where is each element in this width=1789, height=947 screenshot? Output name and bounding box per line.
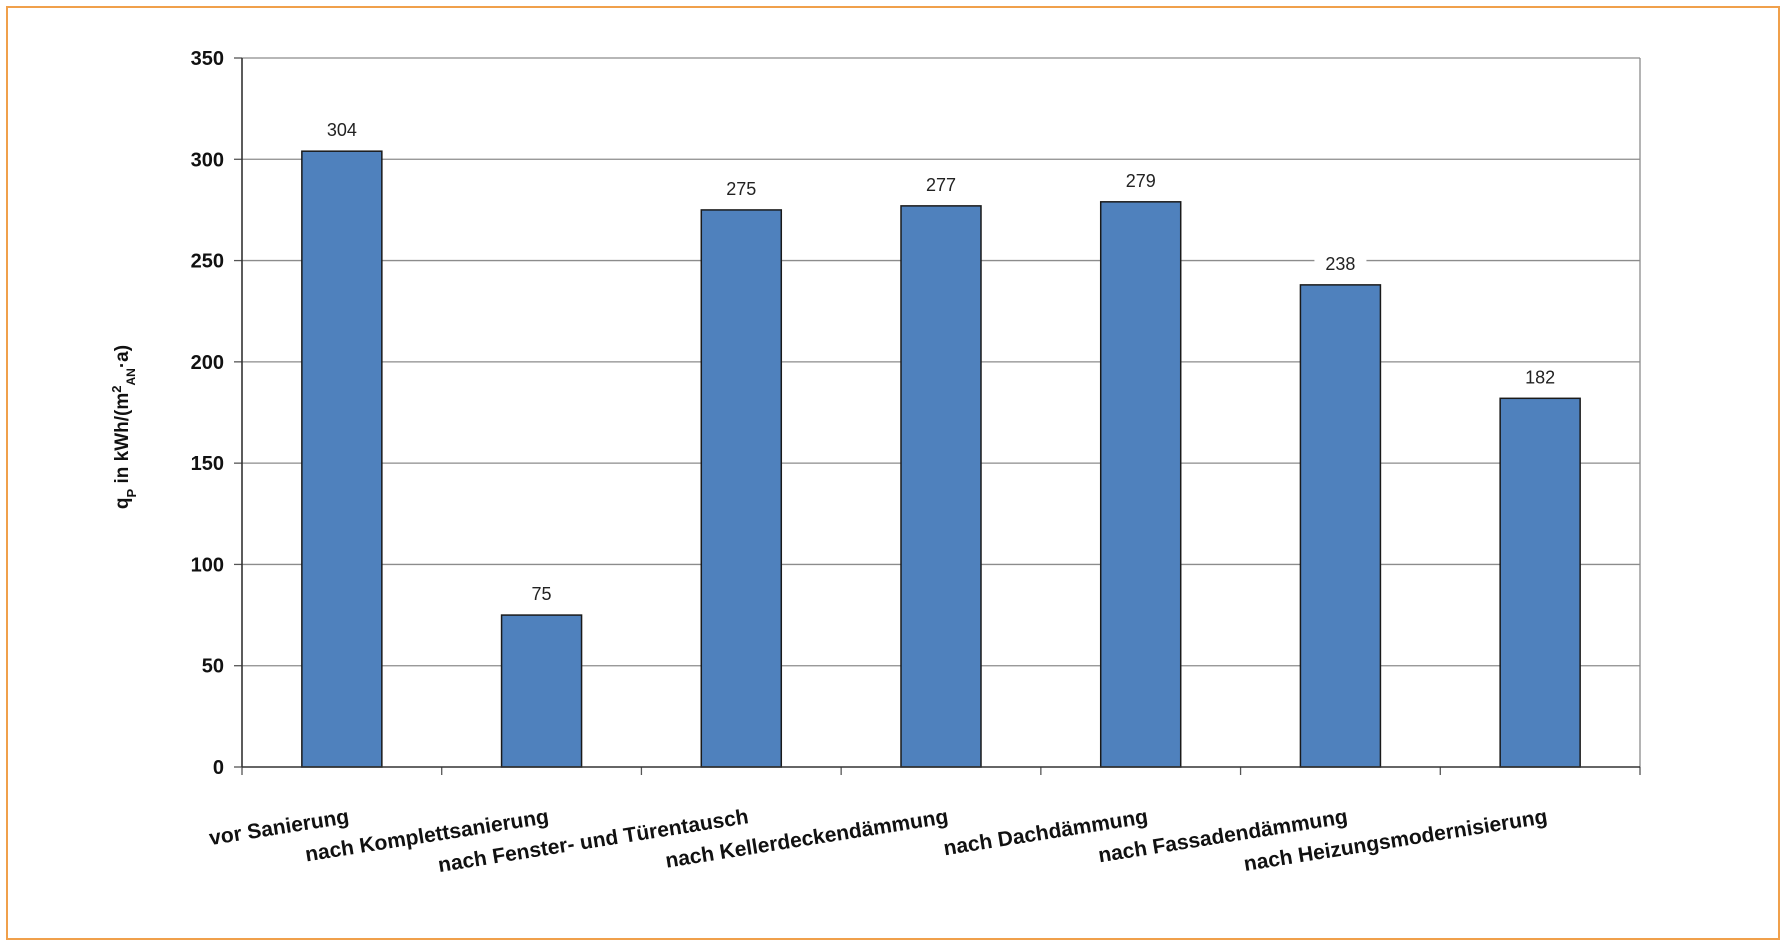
y-tick-label: 200 (191, 352, 224, 374)
data-label-bg (1314, 250, 1367, 275)
bar (301, 150, 383, 768)
y-tick-label: 100 (191, 554, 224, 576)
y-tick-label: 0 (213, 757, 224, 779)
bar (1299, 284, 1382, 768)
y-tick-label: 250 (191, 251, 224, 273)
chart-frame (6, 6, 1780, 940)
y-tick-label: 150 (191, 453, 224, 475)
y-axis-label: qP in kWh/(m2AN·a) (109, 345, 139, 509)
y-tick-label: 350 (191, 48, 224, 70)
bar (700, 209, 783, 768)
bar (900, 205, 982, 768)
bar (500, 614, 583, 768)
data-label: 275 (726, 179, 756, 199)
data-label: 277 (926, 175, 956, 195)
data-label: 304 (327, 120, 357, 140)
data-label-bg (915, 171, 967, 196)
y-tick-label: 50 (202, 656, 224, 678)
data-label-bg (715, 175, 768, 200)
data-labels: 304 75 275 277 279 238 182 (315, 117, 1567, 606)
data-label: 238 (1325, 254, 1355, 274)
axes (241, 58, 1641, 775)
y-tick-label: 300 (191, 149, 224, 171)
grid-lines (234, 57, 1641, 768)
data-label-bg (1514, 364, 1567, 389)
bars (301, 150, 1581, 768)
data-label: 279 (1126, 171, 1156, 191)
data-label-bg (315, 117, 368, 142)
bar (1499, 397, 1581, 768)
data-label: 75 (532, 584, 552, 604)
y-tick-labels: 0 50 100 150 200 250 300 350 (191, 48, 224, 779)
data-label-bg (515, 581, 568, 606)
data-label: 182 (1525, 367, 1555, 387)
data-label-bg (1114, 167, 1167, 192)
bar (1099, 201, 1182, 768)
